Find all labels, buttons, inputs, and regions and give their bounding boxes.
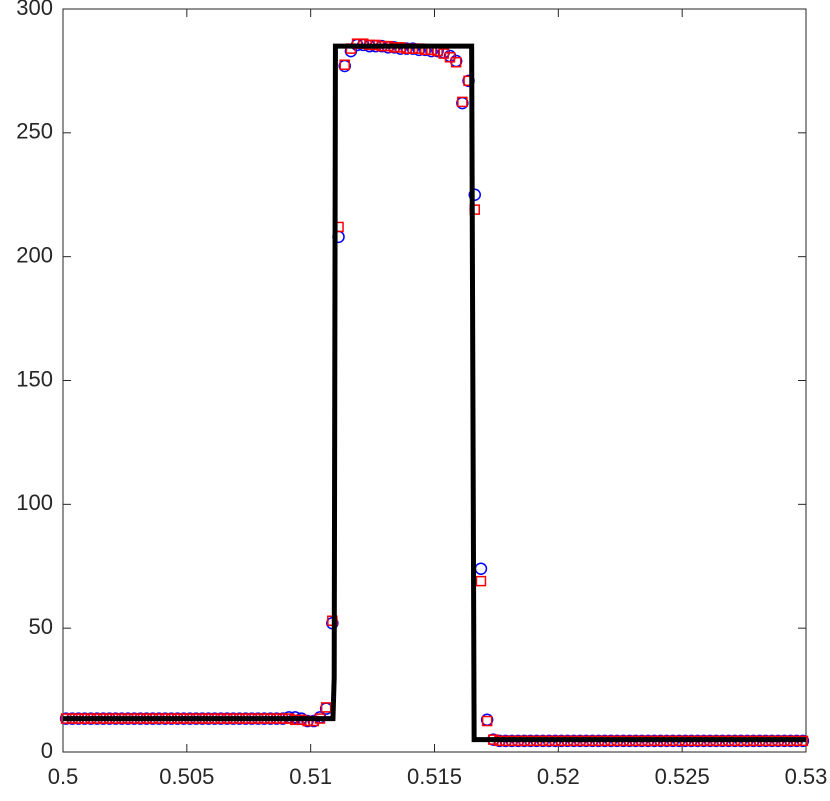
x-tick-label: 0.5 xyxy=(48,764,79,789)
y-tick-label: 200 xyxy=(16,242,53,267)
square-marker xyxy=(457,96,468,108)
y-tick-label: 150 xyxy=(16,366,53,391)
square-marker xyxy=(475,575,487,587)
x-tick-label: 0.53 xyxy=(785,764,828,789)
x-tick-label: 0.515 xyxy=(407,764,462,789)
square-marker xyxy=(450,56,462,68)
y-tick-label: 250 xyxy=(16,119,53,144)
square-marker xyxy=(481,715,493,727)
y-tick-label: 300 xyxy=(16,0,53,20)
square-marker xyxy=(320,702,332,713)
plot-frame xyxy=(62,8,807,753)
x-tick-label: 0.505 xyxy=(159,764,214,789)
x-tick-label: 0.525 xyxy=(655,764,710,789)
y-tick-label: 0 xyxy=(41,738,53,763)
y-tick-label: 50 xyxy=(29,614,53,639)
square-marker xyxy=(339,59,350,70)
line-series xyxy=(63,43,806,743)
square-marker xyxy=(438,48,450,59)
circle-marker xyxy=(468,188,481,201)
x-tick-label: 0.52 xyxy=(537,764,580,789)
x-tick-label: 0.51 xyxy=(289,764,332,789)
y-tick-label: 100 xyxy=(16,490,53,515)
